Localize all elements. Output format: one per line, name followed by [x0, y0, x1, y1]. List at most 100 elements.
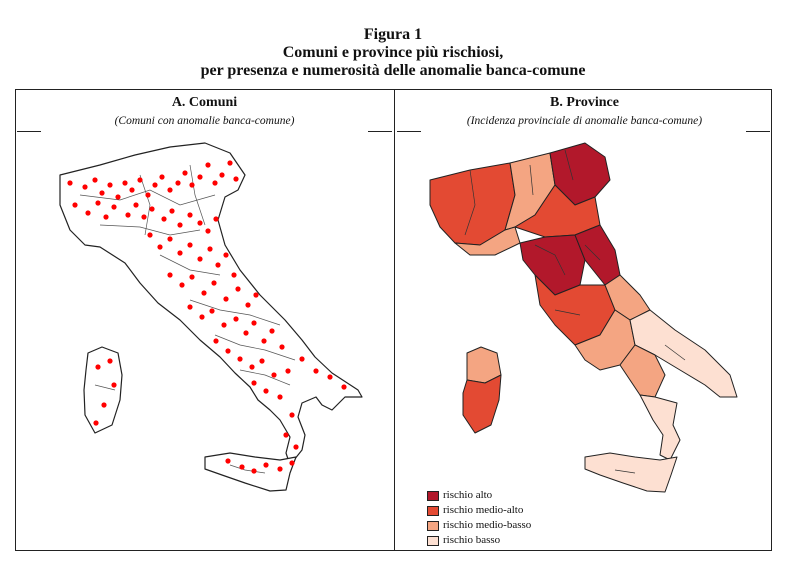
comune-anomaly-dot [283, 432, 289, 438]
comune-anomaly-dot [213, 338, 219, 344]
comune-anomaly-dot [93, 420, 99, 426]
legend-label: rischio alto [443, 489, 493, 501]
comune-anomaly-dot [201, 290, 207, 296]
comune-anomaly-dot [213, 216, 219, 222]
figure-title: Figura 1 [363, 26, 423, 43]
comune-anomaly-dot [133, 202, 139, 208]
panel-b-title: B. Province [550, 95, 619, 110]
legend: rischio alto rischio medio-alto rischio … [427, 488, 531, 548]
comune-anomaly-dot [197, 174, 203, 180]
comune-anomaly-dot [187, 304, 193, 310]
panel-b-rule-left [397, 131, 421, 132]
comune-anomaly-dot [243, 330, 249, 336]
comune-anomaly-dot [209, 308, 215, 314]
legend-swatch [427, 490, 439, 501]
comune-anomaly-dot [285, 368, 291, 374]
comune-anomaly-dot [261, 338, 267, 344]
sardinia-outline [83, 346, 123, 434]
comune-anomaly-dot [263, 388, 269, 394]
comune-anomaly-dot [239, 464, 245, 470]
comune-anomaly-dot [137, 177, 143, 183]
comune-anomaly-dot [227, 160, 233, 166]
comune-anomaly-dot [169, 208, 175, 214]
comune-anomaly-dot [211, 280, 217, 286]
comune-anomaly-dot [277, 394, 283, 400]
comune-anomaly-dot [187, 212, 193, 218]
legend-item-medio-basso: rischio medio-basso [427, 518, 531, 533]
comune-anomaly-dot [197, 256, 203, 262]
comune-anomaly-dot [147, 232, 153, 238]
comune-anomaly-dot [157, 244, 163, 250]
legend-item-alto: rischio alto [427, 488, 531, 503]
comune-anomaly-dot [187, 242, 193, 248]
comune-anomaly-dot [95, 364, 101, 370]
comune-anomaly-dot [327, 374, 333, 380]
comune-anomaly-dot [251, 468, 257, 474]
comune-anomaly-dot [199, 314, 205, 320]
sicily-outline [204, 452, 297, 492]
comune-anomaly-dot [141, 214, 147, 220]
comune-anomaly-dot [115, 194, 121, 200]
comune-anomaly-dot [197, 220, 203, 226]
comune-anomaly-dot [212, 180, 218, 186]
comune-anomaly-dot [205, 162, 211, 168]
legend-item-basso: rischio basso [427, 533, 531, 548]
comune-anomaly-dot [103, 214, 109, 220]
comune-anomaly-dot [189, 274, 195, 280]
comune-anomaly-dot [99, 190, 105, 196]
panel-a-rule-left [17, 131, 41, 132]
legend-label: rischio medio-basso [443, 519, 532, 531]
comune-anomaly-dot [289, 412, 295, 418]
comune-anomaly-dot [189, 182, 195, 188]
comune-anomaly-dot [177, 222, 183, 228]
comune-anomaly-dot [277, 466, 283, 472]
comune-anomaly-dot [249, 364, 255, 370]
comune-anomaly-dot [299, 356, 305, 362]
comune-anomaly-dot [152, 182, 158, 188]
comune-anomaly-dot [107, 358, 113, 364]
comune-anomaly-dot [215, 262, 221, 268]
comune-anomaly-dot [182, 170, 188, 176]
comune-anomaly-dot [225, 458, 231, 464]
comune-anomaly-dot [251, 320, 257, 326]
comune-anomaly-dot [223, 252, 229, 258]
figure-subtitle-line2: per presenza e numerosità delle anomalie… [200, 62, 586, 79]
panel-a-subtitle: (Comuni con anomalie banca-comune) [114, 115, 295, 127]
comune-anomaly-dot [85, 210, 91, 216]
comune-anomaly-dot [125, 212, 131, 218]
region-tuscany [519, 234, 586, 296]
comune-anomaly-dot [313, 368, 319, 374]
comune-anomaly-dot [251, 380, 257, 386]
legend-label: rischio medio-alto [443, 504, 524, 516]
comune-anomaly-dot [111, 382, 117, 388]
comune-anomaly-dot [341, 384, 347, 390]
comune-anomaly-dot [263, 462, 269, 468]
comune-anomaly-dot [279, 344, 285, 350]
comune-anomaly-dot [111, 204, 117, 210]
comune-anomaly-dot [245, 302, 251, 308]
comune-anomaly-dot [149, 206, 155, 212]
italy-mainland-outline [59, 142, 363, 466]
figure-subtitle-line1: Comuni e province più rischiosi, [282, 44, 504, 61]
comune-anomaly-dot [207, 246, 213, 252]
legend-swatch [427, 505, 439, 516]
comune-anomaly-dot [253, 292, 259, 298]
comune-anomaly-dot [259, 358, 265, 364]
comune-anomaly-dot [129, 187, 135, 193]
comune-anomaly-dot [233, 316, 239, 322]
comune-anomaly-dot [101, 402, 107, 408]
map-comuni [59, 142, 363, 492]
region-basilicata [619, 344, 666, 398]
comune-anomaly-dot [175, 180, 181, 186]
comune-anomaly-dot [269, 328, 275, 334]
comune-anomaly-dot [92, 177, 98, 183]
comune-anomaly-dot [145, 192, 151, 198]
region-sardinia-south [462, 374, 502, 434]
panel-b-subtitle: (Incidenza provinciale di anomalie banca… [466, 115, 703, 127]
region-calabria [639, 394, 681, 461]
comune-anomaly-dot [167, 236, 173, 242]
legend-swatch [427, 535, 439, 546]
comune-anomaly-dot [237, 356, 243, 362]
comune-anomaly-dot [177, 250, 183, 256]
figure-frame [15, 89, 772, 551]
